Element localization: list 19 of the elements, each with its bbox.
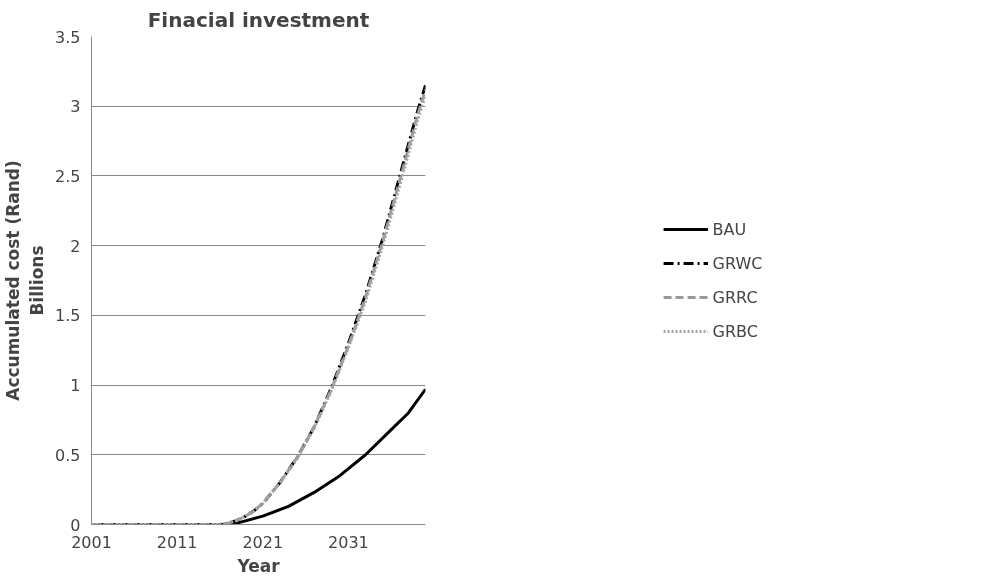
- x-tick-label: 2021: [242, 532, 284, 552]
- y-tick-label: 2.5: [55, 166, 81, 186]
- y-tick-label: 1.5: [55, 306, 81, 326]
- legend-label: GRBC: [712, 321, 758, 341]
- x-tick-label: 2011: [156, 532, 198, 552]
- y-axis-title: Accumulated cost (Rand) Billions: [3, 160, 48, 401]
- y-tick-label: 3: [70, 97, 81, 117]
- y-tick-label: 3.5: [55, 27, 81, 47]
- x-tick-label: 2001: [71, 532, 112, 552]
- y-tick-label: 0.5: [55, 445, 81, 465]
- legend-label: GRWC: [712, 253, 763, 273]
- x-tick-label: 2031: [328, 532, 369, 552]
- x-axis-title: Year: [236, 555, 281, 576]
- y-tick-label: 2: [70, 236, 81, 256]
- legend-label: BAU: [712, 219, 747, 239]
- chart-title: Finacial investment: [147, 7, 370, 32]
- legend-label: GRRC: [712, 287, 758, 307]
- y-tick-label: 0: [70, 515, 81, 535]
- y-tick-label: 1: [70, 376, 81, 396]
